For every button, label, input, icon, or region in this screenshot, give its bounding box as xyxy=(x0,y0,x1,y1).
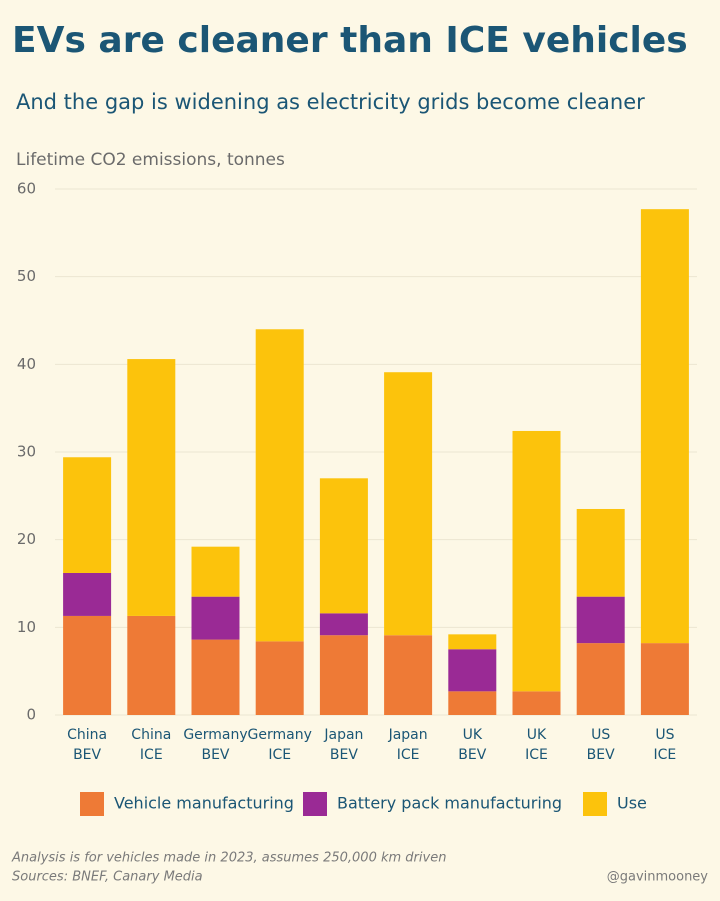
x-tick-label: China ICE xyxy=(131,727,171,763)
x-tick-label-line: UK xyxy=(463,727,483,743)
x-tick-label: UK ICE xyxy=(525,727,548,763)
x-tick-label: US BEV xyxy=(587,727,615,763)
x-tick-label-line: ICE xyxy=(397,747,420,763)
bar-segment xyxy=(63,615,112,715)
note: Sources: BNEF, Canary Media xyxy=(12,870,203,885)
x-tick-label: US ICE xyxy=(654,727,677,763)
bar-segment xyxy=(255,329,304,642)
x-tick-label-line: UK xyxy=(527,727,547,743)
bar-segment xyxy=(448,634,497,650)
bar-segment xyxy=(576,508,625,597)
y-axis-title: Lifetime CO2 emissions, tonnes xyxy=(16,150,285,170)
bar-segment xyxy=(640,643,689,715)
x-tick-label-line: ICE xyxy=(525,747,548,763)
bar-segment xyxy=(191,546,240,597)
x-tick-label-line: BEV xyxy=(201,747,229,763)
legend-label: Use xyxy=(617,794,647,813)
bar-segment xyxy=(63,572,112,616)
x-tick-label: Japan BEV xyxy=(323,727,363,763)
bar-segment xyxy=(576,643,625,715)
x-tick-label-line: US xyxy=(655,727,674,743)
x-tick-label-line: Japan xyxy=(323,727,363,743)
x-tick-label-line: BEV xyxy=(587,747,615,763)
x-tick-label-line: China xyxy=(131,727,171,743)
x-tick-label-line: Germany xyxy=(248,727,312,743)
bar-segment xyxy=(127,359,176,616)
x-tick-label-line: ICE xyxy=(268,747,291,763)
bar-segment xyxy=(384,372,433,636)
legend-swatch xyxy=(80,792,104,816)
bar-segment xyxy=(319,613,368,636)
chart-title: EVs are cleaner than ICE vehicles xyxy=(12,20,688,61)
chart-subtitle: And the gap is widening as electricity g… xyxy=(16,90,645,114)
bar-segment xyxy=(448,691,497,715)
bar-segment xyxy=(512,430,561,692)
y-tick-label: 60 xyxy=(17,180,36,198)
y-tick-label: 40 xyxy=(17,355,36,373)
x-tick-label-line: US xyxy=(591,727,610,743)
x-tick-label: China BEV xyxy=(67,727,107,763)
y-tick-label: 30 xyxy=(17,443,36,461)
bar-segment xyxy=(512,691,561,715)
bar-segment xyxy=(127,615,176,715)
legend-label: Battery pack manufacturing xyxy=(337,794,562,813)
bar-segment xyxy=(319,478,368,614)
x-tick-label-line: Germany xyxy=(183,727,247,743)
y-tick-label: 20 xyxy=(17,530,36,548)
y-tick-label: 10 xyxy=(17,618,36,636)
bar-segment xyxy=(640,209,689,644)
bar-segment xyxy=(191,639,240,715)
bar-segment xyxy=(448,649,497,692)
x-tick-label: Germany ICE xyxy=(248,727,312,763)
y-tick-label: 50 xyxy=(17,267,36,285)
x-tick-label-line: ICE xyxy=(140,747,163,763)
bar-segment xyxy=(576,596,625,644)
bar-segment xyxy=(63,457,112,573)
y-tick-label: 0 xyxy=(26,706,36,724)
bar-segment xyxy=(191,596,240,640)
x-tick-label-line: BEV xyxy=(73,747,101,763)
x-tick-label: UK BEV xyxy=(458,727,486,763)
legend-swatch xyxy=(303,792,327,816)
note: Analysis is for vehicles made in 2023, a… xyxy=(11,851,446,866)
x-tick-label: Germany BEV xyxy=(183,727,247,763)
x-tick-label-line: BEV xyxy=(330,747,358,763)
x-tick-label-line: Japan xyxy=(388,727,428,743)
bar-segment xyxy=(319,635,368,715)
x-tick-label-line: BEV xyxy=(458,747,486,763)
x-tick-label: Japan ICE xyxy=(388,727,428,763)
x-tick-label-line: ICE xyxy=(654,747,677,763)
bar-segment xyxy=(255,641,304,715)
bar-segment xyxy=(384,635,433,715)
credit: @gavinmooney xyxy=(607,870,709,885)
legend-swatch xyxy=(583,792,607,816)
x-tick-label-line: China xyxy=(67,727,107,743)
legend-label: Vehicle manufacturing xyxy=(114,794,294,813)
